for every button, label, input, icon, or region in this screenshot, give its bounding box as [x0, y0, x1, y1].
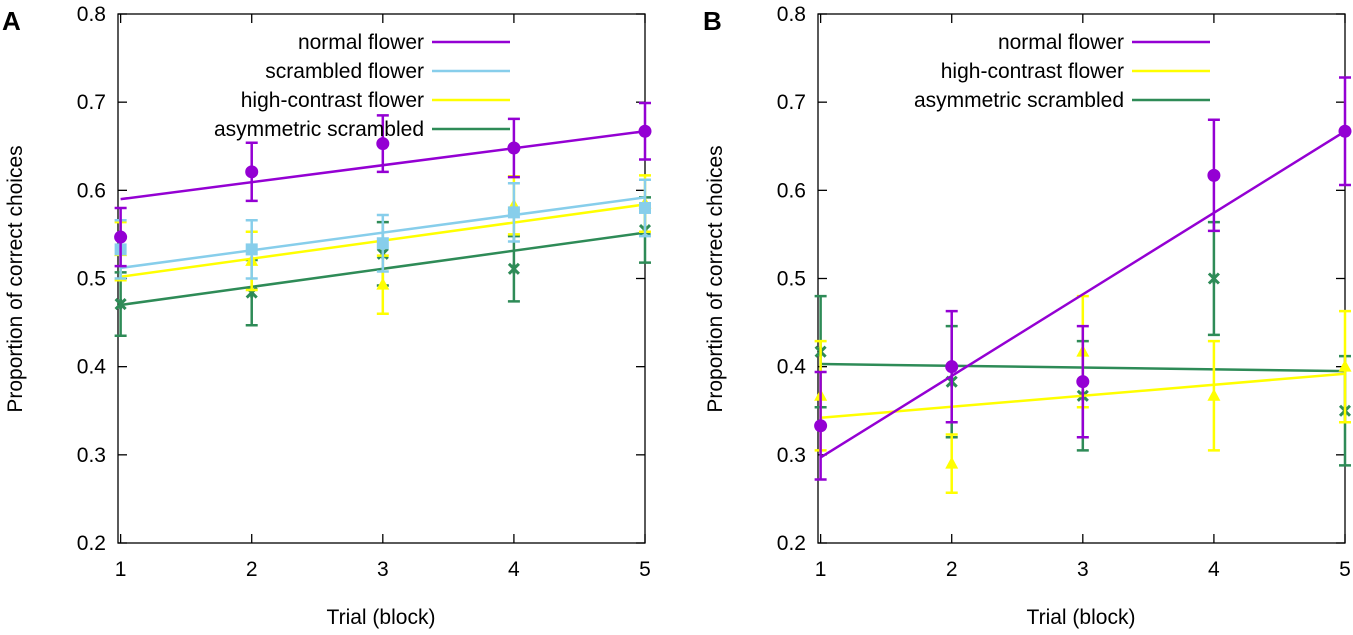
panel-b-series-normal-flower-point: [814, 419, 828, 433]
panel-a-series-normal-flower-point: [376, 137, 390, 151]
panel-b: B Proportion of correct choices Trial (b…: [703, 3, 1352, 629]
panel-a-series-scrambled-flower-point: [639, 201, 651, 214]
panel-a-y-tick-label: 0.3: [77, 444, 106, 467]
panel-b-x-tick-label: 5: [1339, 558, 1351, 581]
panel-a-letter: A: [2, 6, 21, 36]
panel-b-x-tick-label: 3: [1077, 558, 1089, 581]
panel-a-x-tick-label: 5: [639, 558, 651, 581]
panel-a-x-tick-label: 1: [115, 558, 127, 581]
panel-a: A Proportion of correct choices Trial (b…: [2, 3, 652, 629]
panel-b-y-tick-label: 0.6: [777, 179, 806, 202]
panel-a-series-scrambled-flower-point: [245, 243, 258, 256]
panel-b-y-tick-label: 0.4: [777, 356, 807, 379]
panel-b-legend-label: high-contrast flower: [941, 60, 1124, 83]
panel-a-x-tick-label: 4: [508, 558, 520, 581]
panel-a-series-scrambled-flower: [114, 178, 651, 280]
panel-b-y-tick-label: 0.7: [777, 91, 806, 114]
panel-a-legend-label: normal flower: [298, 31, 424, 54]
panel-a-y-tick-label: 0.2: [77, 532, 106, 555]
panel-a-series-normal-flower: [114, 101, 652, 268]
panel-b-series-high-contrast-flower-point: [1207, 388, 1221, 401]
panel-b-x-axis-label: Trial (block): [1027, 606, 1136, 629]
panel-b-series-normal-flower-point: [1207, 168, 1221, 182]
panel-a-series-normal-flower-point: [507, 141, 521, 155]
panel-a-y-tick-label: 0.8: [77, 3, 106, 26]
panel-a-series-scrambled-flower-point: [376, 237, 389, 250]
panel-b-x-tick-label: 4: [1208, 558, 1220, 581]
panel-b-x-tick-label: 1: [815, 558, 827, 581]
panel-b-series-normal-flower: [814, 76, 1352, 481]
panel-b-y-tick-label: 0.5: [777, 268, 806, 291]
panel-a-y-axis-label: Proportion of correct choices: [4, 145, 27, 412]
panel-a-y-tick-label: 0.7: [77, 91, 106, 114]
panel-a-y-tick-label: 0.6: [77, 179, 106, 202]
panel-b-series-asymmetric-scrambled-point: [1207, 272, 1220, 285]
panel-b-y-tick-label: 0.3: [777, 444, 806, 467]
panel-b-series-normal-flower-fit-line: [819, 130, 1346, 459]
panel-a-y-tick-label: 0.4: [77, 356, 107, 379]
panel-a-x-tick-label: 3: [377, 558, 389, 581]
panel-b-series-normal-flower-point: [945, 360, 959, 374]
panel-b-plot: 0.2 0.3 0.4 0.5 0.6 0.7 0.8 1 2 3 4 5 normal flower h…: [777, 3, 1352, 581]
panel-a-legend: normal flower scrambled flower high-contra…: [214, 31, 510, 141]
panel-b-series-normal-flower-point: [1338, 124, 1352, 138]
panel-a-series-asymmetric-scrambled-point: [507, 262, 520, 275]
panel-a-series-normal-flower-point: [638, 124, 652, 138]
panel-a-series-high-contrast-flower-point: [376, 277, 390, 290]
panel-b-x-tick-label: 2: [946, 558, 958, 581]
panel-a-y-tick-label: 0.5: [77, 268, 106, 291]
panel-a-series-normal-flower-point: [114, 230, 128, 244]
panel-a-series-asymmetric-scrambled-point: [114, 298, 127, 311]
panel-b-series-high-contrast-flower-point: [1338, 359, 1352, 372]
panel-b-legend: normal flower high-contrast flower asymmet…: [914, 31, 1210, 112]
panel-a-x-axis-label: Trial (block): [327, 606, 436, 629]
panel-b-series-high-contrast-flower-point: [945, 456, 959, 469]
panel-a-series-normal-flower-point: [245, 165, 259, 179]
panel-a-series-scrambled-flower-point: [507, 206, 520, 219]
panel-a-legend-label: asymmetric scrambled: [214, 118, 424, 141]
panel-b-legend-label: asymmetric scrambled: [914, 89, 1124, 112]
panel-b-y-tick-label: 0.2: [777, 532, 806, 555]
panel-a-legend-label: high-contrast flower: [241, 89, 424, 112]
panel-b-letter: B: [703, 6, 722, 36]
panel-a-plot: 0.2 0.3 0.4 0.5 0.6 0.7 0.8 1 2 3 4 5 normal flower s…: [77, 3, 652, 581]
panel-b-legend-label: normal flower: [998, 31, 1124, 54]
panel-a-legend-label: scrambled flower: [265, 60, 424, 83]
panel-b-series-normal-flower-point: [1076, 375, 1090, 389]
panel-b-y-axis-label: Proportion of correct choices: [704, 145, 727, 412]
panel-b-y-tick-label: 0.8: [777, 3, 806, 26]
panel-a-x-tick-label: 2: [246, 558, 258, 581]
